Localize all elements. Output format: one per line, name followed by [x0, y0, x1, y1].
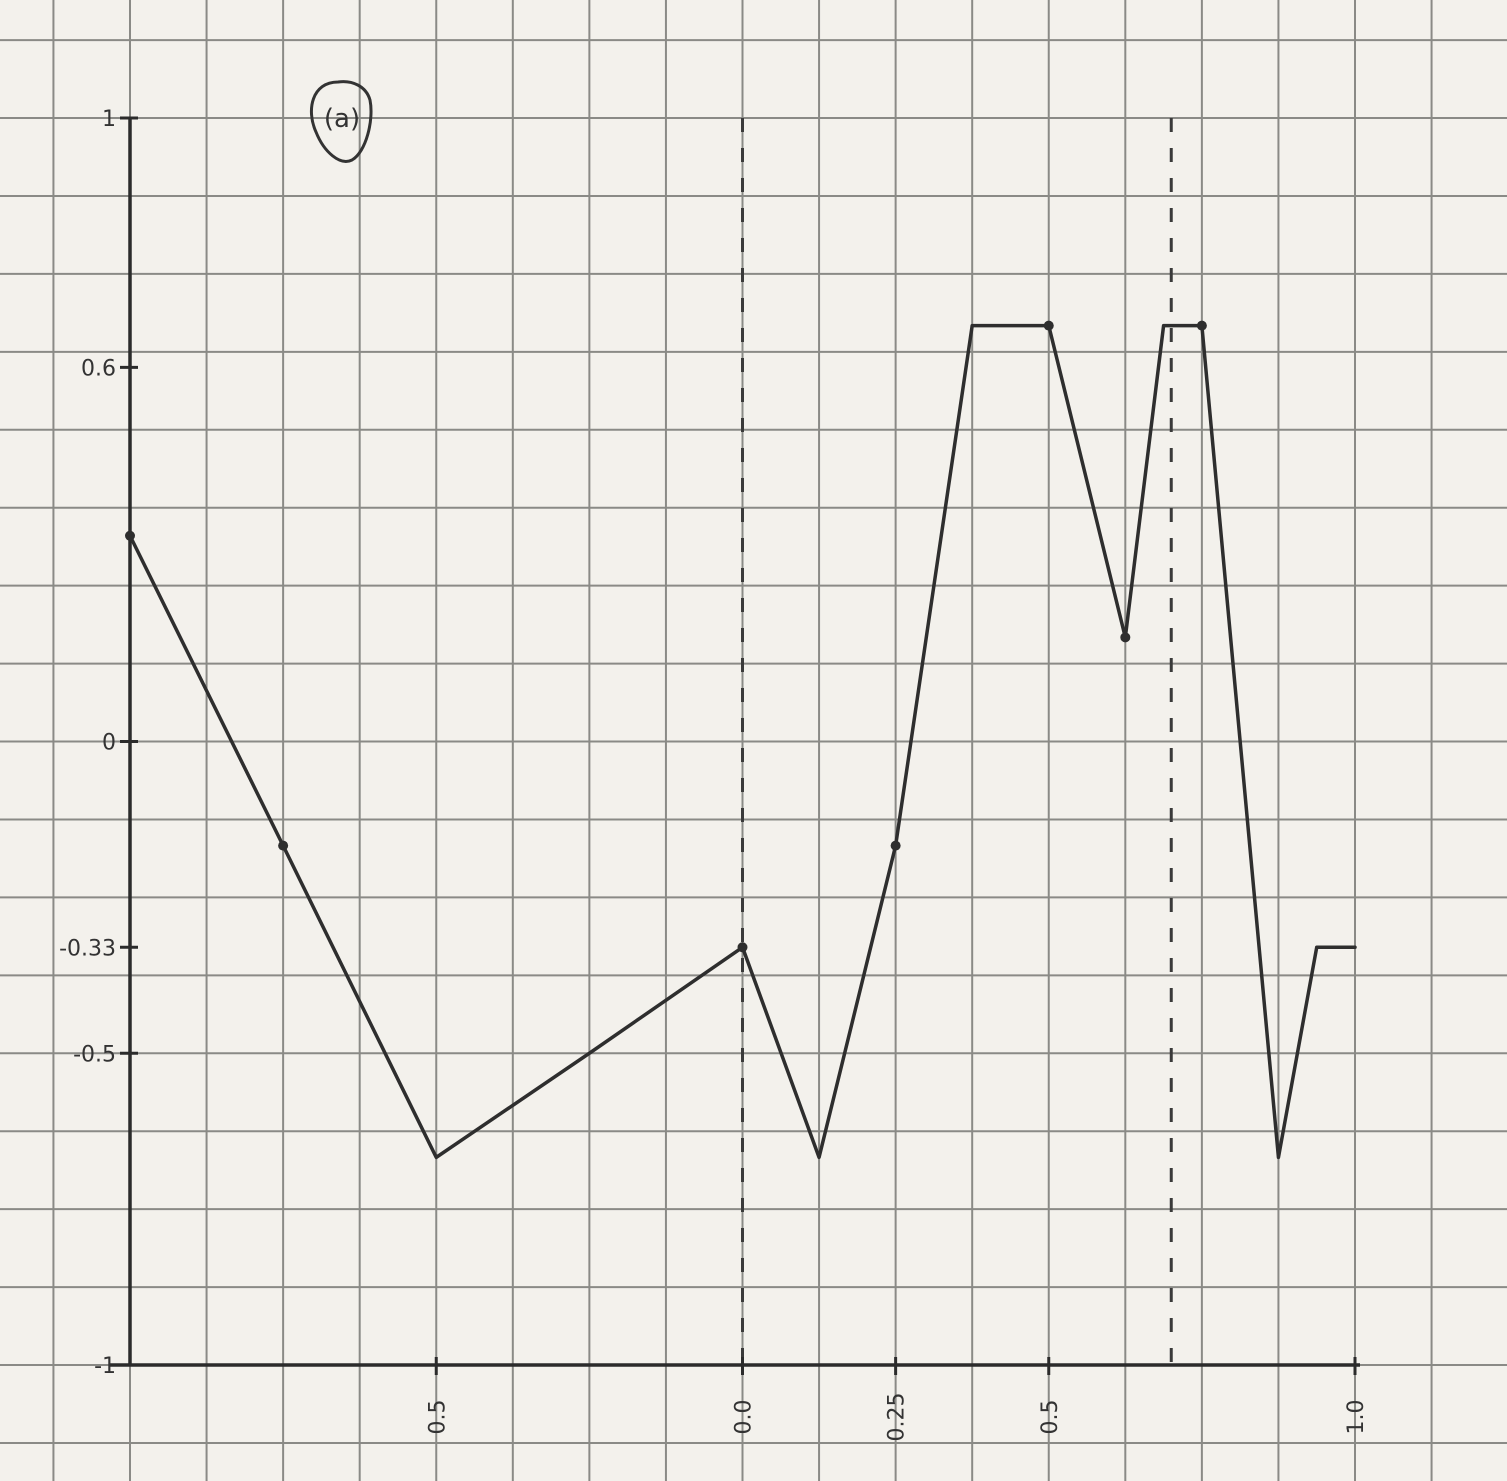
- data-point: [278, 840, 289, 851]
- y-tick-label: 0: [102, 731, 116, 756]
- figure-label: (a): [309, 80, 373, 163]
- x-tick-labels: 0.5 0.0 0.25 0.5 1.0: [425, 1393, 1369, 1442]
- data-point: [1120, 632, 1131, 643]
- y-tick-label: -0.5: [73, 1042, 116, 1067]
- data-point: [1043, 320, 1054, 331]
- y-tick-label: -1: [94, 1354, 116, 1379]
- x-tick-label: 0.5: [1038, 1400, 1063, 1435]
- y-tick-label: -0.33: [59, 936, 116, 961]
- axis-ticks: [120, 116, 1357, 1375]
- x-tick-label: 0.0: [732, 1400, 757, 1435]
- figure-label-text: (a): [324, 104, 360, 134]
- data-point: [890, 840, 901, 851]
- x-tick-label: 1.0: [1344, 1400, 1369, 1435]
- y-tick-label: 1: [102, 107, 116, 132]
- data-point: [1196, 320, 1207, 331]
- data-point: [125, 530, 135, 541]
- y-tick-labels: 1 0.6 0 -0.33 -0.5 -1: [59, 107, 116, 1379]
- y-tick-label: 0.6: [81, 356, 116, 381]
- plot-area: [125, 320, 1357, 1160]
- x-tick-label: 0.5: [425, 1400, 450, 1435]
- data-point: [737, 942, 748, 953]
- series-line: [128, 323, 1357, 1160]
- x-tick-label: 0.25: [885, 1393, 910, 1442]
